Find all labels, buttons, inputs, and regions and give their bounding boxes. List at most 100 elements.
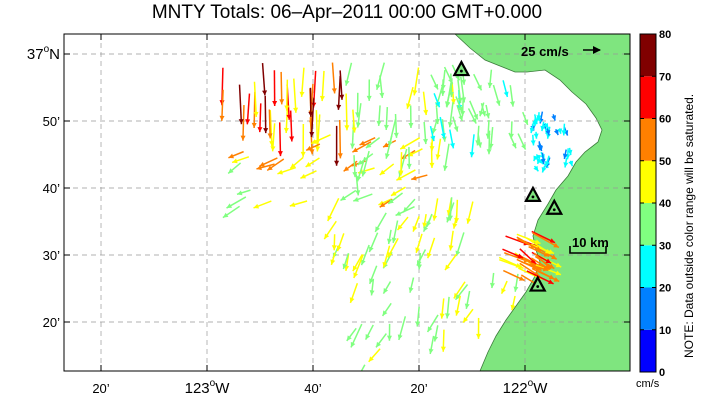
colorbar-segment-5 (640, 118, 656, 161)
current-vector-17 (270, 123, 276, 152)
current-vector-112 (412, 67, 420, 96)
current-vector-265 (540, 121, 546, 132)
current-vector-250 (521, 261, 549, 272)
current-vector-101 (361, 150, 370, 177)
current-vector-130 (456, 104, 464, 122)
reference-vector: 25 cm/s (521, 44, 601, 59)
current-vector-16 (319, 70, 325, 102)
current-vector-35 (293, 78, 299, 113)
colorbar-tick-1: 10 (659, 325, 671, 337)
current-vector-31 (272, 70, 278, 107)
current-vector-25 (344, 93, 350, 131)
current-vector-251 (532, 232, 560, 249)
current-vector-215 (350, 323, 363, 348)
lat-label-3: 30’ (43, 248, 60, 263)
current-vector-110 (448, 73, 454, 98)
current-vector-253 (533, 252, 552, 270)
colorbar-segment-0 (640, 329, 656, 372)
radar-stations (452, 59, 564, 292)
current-vector-164 (396, 216, 409, 231)
colorbar-tick-0: 0 (659, 367, 665, 379)
current-vector-139 (492, 84, 501, 106)
colorbar-tick-7: 70 (659, 71, 671, 83)
current-vector-209 (428, 335, 435, 355)
colorbar-tick-6: 60 (659, 114, 671, 126)
current-vector-171 (382, 245, 391, 268)
current-vector-140 (469, 134, 475, 158)
current-vector-159 (352, 254, 363, 272)
current-vector-109 (375, 62, 386, 90)
current-vector-97 (393, 113, 399, 138)
current-vector-53 (300, 170, 317, 179)
current-vector-195 (433, 325, 439, 342)
current-vector-23 (334, 125, 340, 166)
current-vector-118 (433, 93, 441, 108)
current-vector-201 (408, 277, 415, 293)
current-vector-30 (253, 81, 259, 118)
current-vector-236 (531, 230, 556, 244)
current-vector-102 (447, 102, 454, 128)
current-vector-199 (462, 308, 474, 324)
current-vector-114 (509, 85, 515, 107)
current-vector-95 (351, 109, 357, 133)
colorbar-segment-6 (640, 76, 656, 119)
current-vector-194 (369, 278, 375, 296)
current-vector-273 (567, 147, 573, 156)
current-vector-66 (379, 163, 395, 176)
current-vector-205 (381, 302, 392, 317)
current-vector-137 (449, 129, 455, 149)
current-vector-44 (259, 157, 278, 167)
colorbar-segment-1 (640, 287, 656, 330)
current-vector-206 (382, 281, 392, 294)
current-vector-43 (227, 162, 242, 175)
current-vector-106 (398, 152, 404, 176)
current-vector-84 (384, 135, 393, 159)
colorbar-segment-4 (640, 160, 656, 203)
current-vector-259 (561, 123, 567, 136)
current-vector-181 (353, 254, 364, 279)
current-vector-178 (336, 233, 345, 252)
current-vector-28 (238, 84, 244, 125)
current-vectors (219, 62, 574, 371)
current-vector-48 (253, 200, 272, 209)
current-vector-292 (563, 157, 569, 168)
current-vector-283 (544, 155, 550, 167)
current-vector-169 (448, 230, 454, 251)
current-vector-162 (360, 244, 370, 266)
current-vector-12 (263, 95, 269, 134)
current-vector-200 (375, 333, 387, 348)
current-vector-126 (430, 74, 439, 90)
current-vector-45 (305, 157, 320, 168)
current-vector-227 (532, 268, 560, 283)
lat-label-4: 20’ (43, 315, 60, 330)
current-vector-193 (364, 324, 374, 340)
current-vector-154 (386, 229, 392, 245)
current-vector-33 (261, 63, 268, 96)
current-vector-244 (516, 233, 541, 245)
current-vector-267 (533, 131, 539, 139)
current-vector-280 (545, 128, 551, 136)
current-vector-144 (485, 104, 491, 119)
current-vector-124 (439, 116, 446, 139)
current-vector-73 (305, 143, 321, 151)
longitude-labels: 20’ 123oW 40’ 20’ 122oW (92, 378, 548, 397)
current-vector-74 (387, 192, 403, 205)
current-vector-187 (415, 233, 423, 254)
current-vector-145 (467, 108, 477, 124)
current-vector-27 (309, 98, 315, 138)
current-vector-98 (406, 147, 412, 169)
colorbar-tick-3: 30 (659, 240, 671, 252)
current-vector-173 (452, 214, 458, 229)
current-vector-182 (422, 217, 432, 233)
current-vector-99 (376, 105, 382, 127)
current-vector-248 (516, 236, 542, 252)
current-vector-219 (368, 265, 378, 285)
current-vector-26 (245, 93, 251, 125)
current-vector-246 (526, 270, 554, 285)
current-vector-69 (340, 189, 357, 202)
current-vector-4 (336, 75, 342, 110)
current-vector-166 (387, 238, 399, 258)
current-vector-214 (397, 316, 407, 341)
current-vector-208 (454, 295, 461, 316)
